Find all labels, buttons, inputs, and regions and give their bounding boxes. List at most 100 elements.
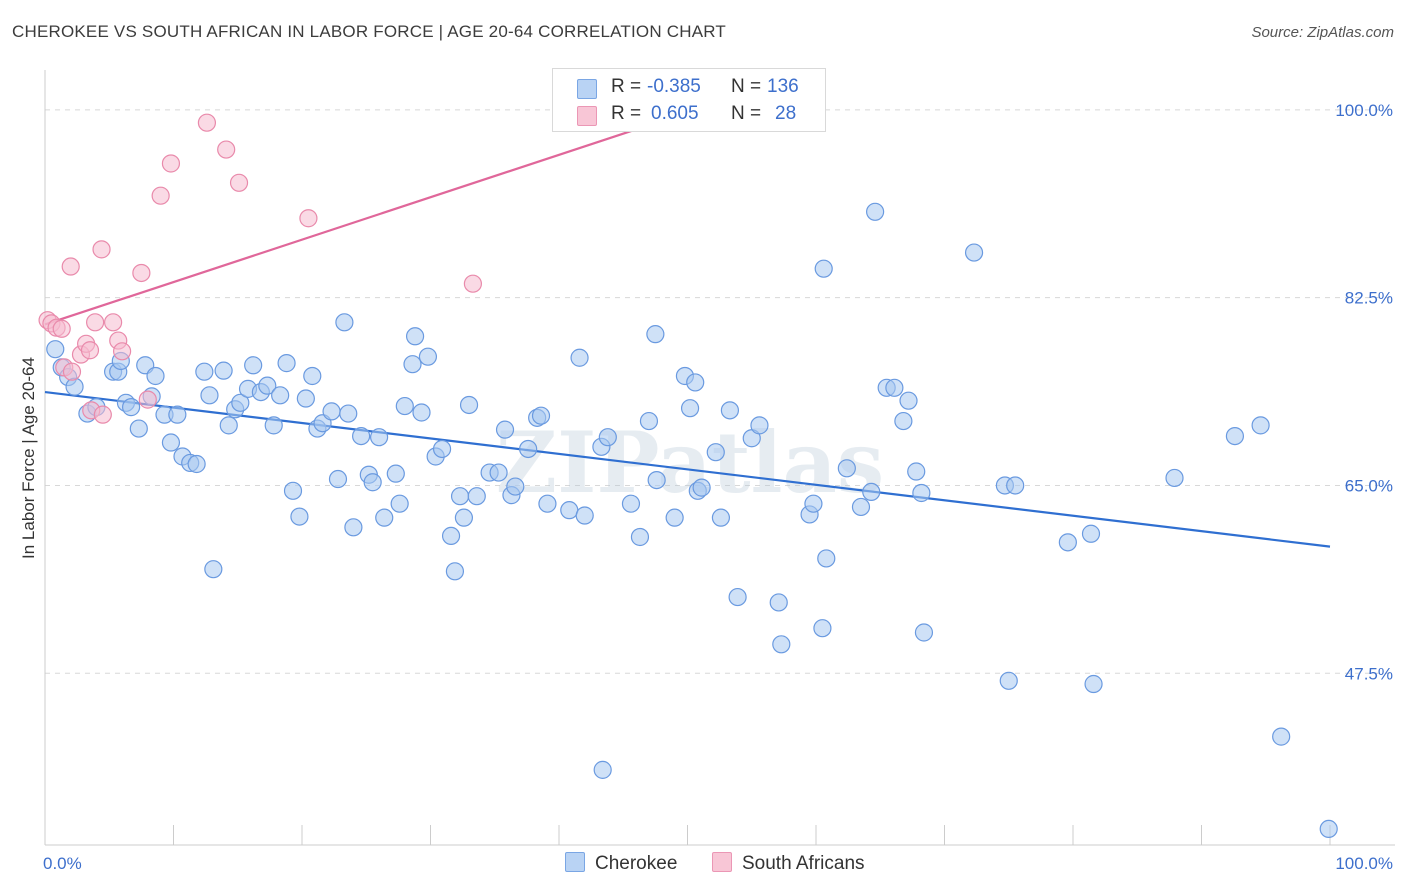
south-african-point [93, 405, 112, 424]
cherokee-point [999, 671, 1018, 690]
cherokee-point [390, 494, 409, 513]
cherokee-point [296, 389, 315, 408]
legend-n-value: 136 [767, 76, 799, 97]
x-tick-label: 0.0% [43, 854, 82, 873]
cherokee-point [432, 439, 452, 459]
cherokee-point [1225, 426, 1245, 446]
y-tick-label: 82.5% [1345, 289, 1393, 308]
cherokee-point [219, 416, 238, 435]
cherokee-point [386, 464, 405, 483]
cherokee-point [1319, 819, 1338, 839]
cherokee-point [283, 481, 303, 500]
cherokee-point [271, 386, 290, 405]
cherokee-point [907, 462, 926, 481]
cherokee-point [459, 395, 479, 415]
south-african-point [104, 313, 123, 332]
cherokee-point [328, 469, 348, 489]
cherokee-point [403, 355, 422, 374]
data-points [38, 97, 1338, 839]
correlation-legend: R = -0.385 N = 136 R = 0.605 N = 28 [552, 68, 826, 132]
cherokee-point [814, 259, 833, 278]
cherokee-point [772, 635, 791, 654]
south-african-point [86, 313, 105, 332]
cherokee-point [344, 518, 363, 537]
cherokee-point [277, 354, 296, 373]
y-tick-label: 47.5% [1345, 664, 1393, 683]
south-african-point [80, 341, 100, 360]
cherokee-point [363, 473, 382, 492]
cherokee-point [395, 396, 414, 416]
legend-r-label: R = [611, 76, 642, 97]
cherokee-point [161, 433, 181, 452]
cherokee-swatch [577, 79, 597, 99]
cherokee-legend-label: Cherokee [595, 853, 678, 874]
cherokee-point [804, 494, 823, 513]
south-african-point [61, 257, 80, 276]
cherokee-point [1084, 674, 1103, 694]
source-label: Source: ZipAtlas.com [1251, 24, 1394, 41]
legend-r-value: -0.385 [647, 76, 701, 97]
cherokee-point [1006, 476, 1025, 495]
cherokee-point [862, 482, 881, 502]
watermark: ZIPatlas [496, 413, 884, 512]
south-african-point [132, 263, 151, 283]
cherokee-point [964, 243, 984, 262]
cherokee-point [621, 494, 641, 513]
cherokee-trend-line [44, 391, 1331, 548]
cherokee-point [686, 373, 705, 392]
tick-labels: 100.0% 82.5% 65.0% 47.5% 0.0% 100.0% [43, 101, 1393, 873]
cherokee-point [894, 411, 913, 431]
legend-n-value: 28 [775, 103, 797, 124]
cherokee-point [560, 501, 579, 520]
cherokee-point [837, 459, 856, 478]
y-tick-label: 65.0% [1345, 476, 1393, 495]
south-african-trend-line [44, 94, 738, 326]
trend-lines [44, 94, 1331, 548]
cherokee-point [570, 348, 589, 367]
south-african-point [197, 113, 217, 132]
south-african-point [229, 173, 249, 192]
south-african-point [463, 274, 483, 293]
cherokee-point [467, 487, 486, 506]
cherokee-point [1251, 416, 1270, 435]
axes [44, 70, 1395, 846]
cherokee-point [290, 507, 309, 526]
cherokee-point [914, 623, 934, 642]
bottom-legend-south-africans: South Africans [712, 852, 865, 875]
cherokee-point [339, 404, 358, 423]
cherokee-point [46, 340, 65, 359]
cherokee-point [506, 477, 525, 496]
cherokee-point [912, 483, 931, 503]
cherokee-point [598, 428, 617, 447]
legend-r-value: 0.605 [651, 103, 699, 124]
cherokee-point [489, 463, 508, 482]
cherokee-point [1272, 727, 1291, 746]
cherokee-point [728, 587, 747, 607]
cherokee-point [454, 508, 474, 527]
cherokee-point [214, 361, 233, 380]
cherokee-point [646, 325, 665, 344]
cherokee-point [647, 470, 666, 490]
cherokee-point [129, 419, 148, 438]
cherokee-point [519, 439, 538, 459]
cherokee-point [538, 494, 557, 513]
cherokee-point [630, 527, 650, 547]
y-axis-label: In Labor Force | Age 20-64 [19, 357, 38, 559]
cherokee-point [899, 391, 918, 410]
cherokee-point [405, 327, 425, 346]
cherokee-point [187, 454, 206, 474]
cherokee-point [200, 386, 219, 405]
cherokee-point [450, 487, 470, 506]
south-africans-swatch [577, 106, 597, 126]
legend-n-label: N = [731, 76, 762, 97]
cherokee-point [352, 426, 371, 446]
cherokee-point [195, 362, 214, 381]
cherokee-point [418, 347, 438, 366]
cherokee-point [146, 366, 165, 386]
cherokee-point [769, 593, 788, 612]
cherokee-point [65, 377, 84, 396]
cherokee-point [750, 416, 769, 435]
cherokee-point [375, 508, 394, 527]
cherokee-point [813, 619, 832, 638]
